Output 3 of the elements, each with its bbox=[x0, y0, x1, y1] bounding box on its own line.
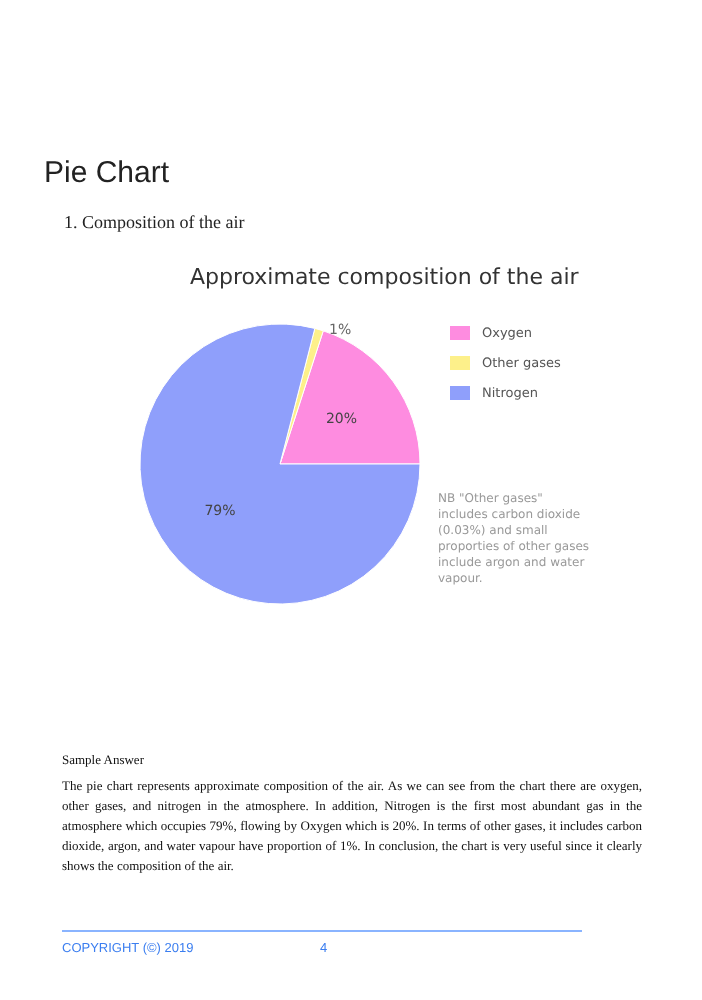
text: Pie Chart bbox=[44, 156, 170, 190]
text: 1. Composition of the air bbox=[64, 212, 245, 232]
chart-title: Approximate composition of the air bbox=[190, 264, 580, 290]
